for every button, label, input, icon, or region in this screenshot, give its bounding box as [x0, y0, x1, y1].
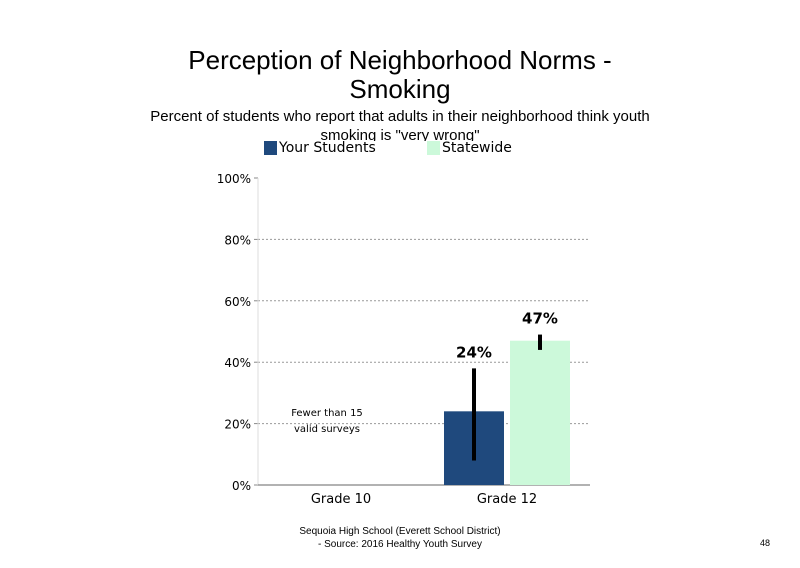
y-tick-label: 0%: [232, 479, 251, 493]
y-tick-label: 80%: [224, 233, 251, 247]
legend-label-statewide: Statewide: [442, 140, 512, 156]
y-tick-label: 20%: [224, 418, 251, 432]
data-label: 47%: [522, 310, 558, 328]
footer-source: - Source: 2016 Healthy Youth Survey: [318, 539, 482, 550]
annotation-text: valid surveys: [294, 424, 360, 435]
chart-subtitle: Percent of students who report that adul…: [150, 108, 650, 141]
y-tick-label: 100%: [217, 172, 251, 186]
x-tick-label: Grade 10: [311, 492, 371, 507]
x-tick-label: Grade 12: [477, 492, 537, 507]
chart-title-line2: Smoking: [349, 74, 451, 104]
footer-school: Sequoia High School (Everett School Dist…: [299, 526, 501, 537]
chart-title-line1: Perception of Neighborhood Norms -: [188, 45, 612, 75]
legend-label-your-students: Your Students: [279, 140, 376, 156]
data-label: 24%: [456, 343, 492, 361]
y-tick-label: 60%: [224, 295, 251, 309]
y-tick-label: 40%: [224, 356, 251, 370]
annotation-text: Fewer than 15: [291, 408, 363, 419]
legend-swatch-your-students: [264, 141, 277, 155]
bar-statewide: [510, 340, 570, 485]
legend-swatch-statewide: [427, 141, 440, 155]
page-number: 48: [759, 538, 770, 548]
